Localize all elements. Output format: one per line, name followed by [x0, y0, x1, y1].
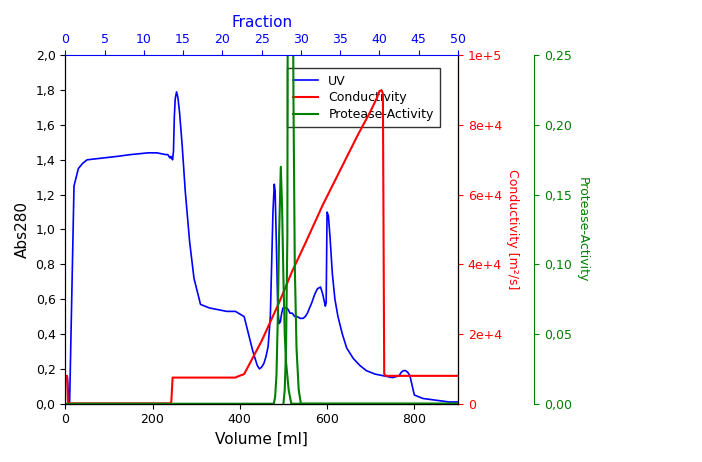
Conductivity [388, 373, 397, 379]
Conductivity [301, 241, 310, 246]
Protease-Activity [289, 401, 297, 407]
Conductivity [378, 87, 386, 93]
Protease-Activity [284, 387, 293, 393]
Protease-Activity [279, 275, 288, 281]
Conductivity [382, 373, 390, 379]
Protease-Activity [299, 401, 307, 407]
Protease-Activity [277, 164, 285, 170]
Protease-Activity [297, 401, 305, 407]
Conductivity [65, 401, 73, 406]
Protease-Activity [270, 401, 278, 407]
Conductivity [336, 168, 345, 173]
UV [61, 375, 69, 380]
Y-axis label: Protease-Activity: Protease-Activity [576, 177, 589, 282]
Conductivity [233, 374, 241, 379]
X-axis label: Volume [ml]: Volume [ml] [216, 432, 308, 447]
Conductivity [288, 268, 296, 274]
Protease-Activity [290, 401, 298, 407]
Protease-Activity [272, 373, 281, 379]
Protease-Activity [286, 394, 294, 400]
Conductivity [167, 399, 176, 405]
Conductivity [375, 88, 383, 94]
Protease-Activity [282, 359, 290, 365]
UV [205, 305, 213, 310]
Conductivity [319, 202, 327, 208]
Protease-Activity [267, 401, 275, 407]
Protease-Activity [271, 394, 279, 400]
Conductivity [64, 399, 72, 405]
Conductivity [378, 91, 387, 97]
Conductivity [353, 133, 362, 138]
Protease-Activity [301, 401, 310, 407]
Protease-Activity [274, 317, 282, 323]
UV [269, 209, 277, 215]
Protease-Activity [266, 401, 274, 407]
UV [282, 305, 291, 310]
Conductivity [231, 375, 239, 380]
Protease-Activity [61, 401, 69, 407]
Conductivity [227, 375, 235, 380]
UV [453, 399, 462, 405]
Conductivity [258, 338, 266, 344]
Conductivity [166, 401, 174, 406]
Protease-Activity [281, 331, 289, 337]
Line: UV: UV [65, 92, 458, 402]
Protease-Activity [283, 373, 291, 379]
Line: Conductivity: Conductivity [65, 90, 458, 403]
Conductivity [275, 300, 284, 305]
X-axis label: Fraction: Fraction [231, 15, 292, 30]
UV [166, 155, 174, 161]
Conductivity [168, 375, 177, 380]
Conductivity [453, 373, 462, 379]
Protease-Activity [291, 401, 300, 407]
UV [172, 89, 180, 95]
Conductivity [384, 373, 392, 379]
UV [65, 399, 73, 405]
Conductivity [170, 375, 178, 380]
Conductivity [62, 373, 71, 379]
Protease-Activity [278, 206, 286, 212]
Protease-Activity [287, 401, 296, 407]
Conductivity [65, 401, 74, 406]
Protease-Activity [294, 401, 303, 407]
Protease-Activity [292, 401, 300, 407]
Conductivity [61, 373, 69, 379]
Protease-Activity [453, 401, 462, 407]
UV [277, 310, 286, 316]
UV [404, 370, 412, 375]
Conductivity [240, 371, 249, 377]
Y-axis label: Conductivity [m²/s]: Conductivity [m²/s] [505, 169, 519, 290]
Protease-Activity [275, 234, 284, 239]
Conductivity [380, 371, 388, 377]
Legend: UV, Conductivity, Protease-Activity: UV, Conductivity, Protease-Activity [287, 68, 440, 128]
Protease-Activity [268, 401, 277, 407]
Y-axis label: Abs280: Abs280 [15, 201, 30, 258]
Conductivity [366, 108, 375, 114]
Conductivity [373, 94, 381, 100]
Line: Protease-Activity: Protease-Activity [65, 167, 458, 404]
